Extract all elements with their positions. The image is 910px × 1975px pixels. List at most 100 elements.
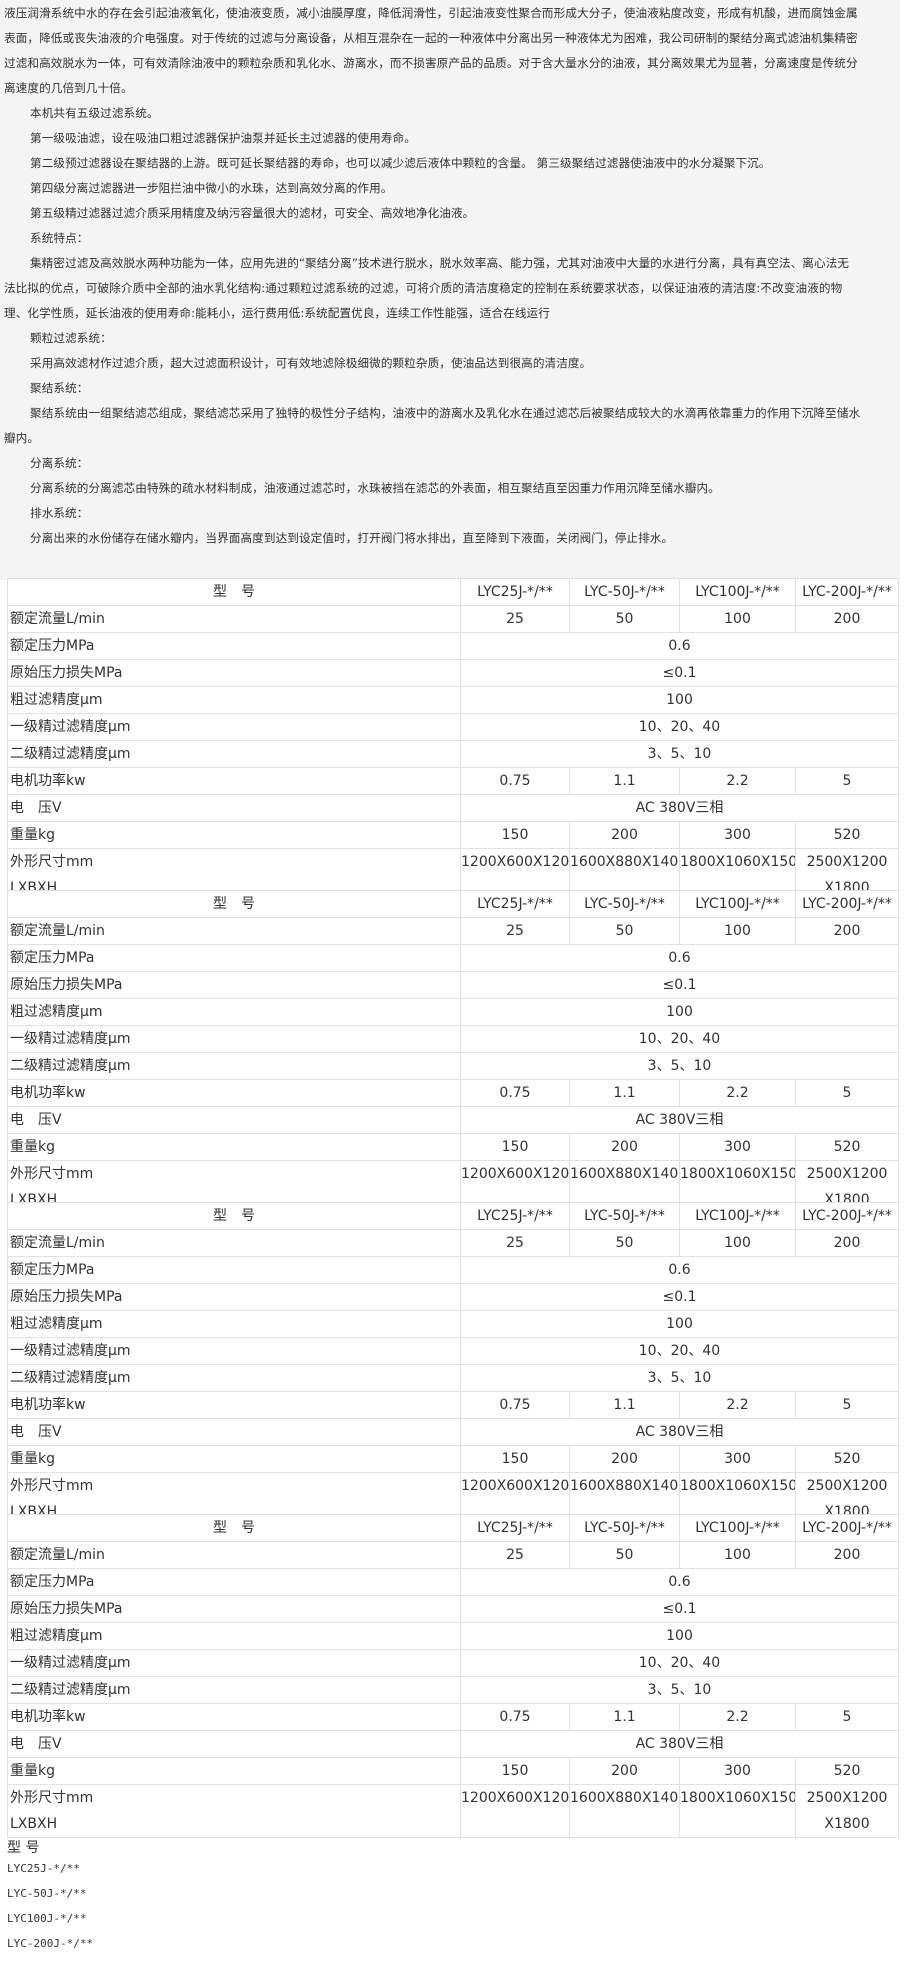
intro-line: 第二级预过滤器设在聚结器的上游。既可延长聚结器的寿命，也可以减少滤后液体中颗粒的… [30, 156, 771, 170]
model-header: LYC25J-*/** [460, 1202, 570, 1230]
spec-value: 50 [569, 1229, 680, 1257]
model-header-label: 型 号 [7, 1202, 461, 1230]
spec-value: 100 [460, 998, 899, 1026]
dimension-value: 1800X1060X1500 [679, 1784, 796, 1838]
model-header: LYC100J-*/** [679, 1202, 796, 1230]
spec-value: 0.6 [460, 632, 899, 660]
spec-value: 5 [795, 1079, 899, 1107]
spec-value: AC 380V三相 [460, 794, 899, 822]
spec-row: 一级精过滤精度μm 10、20、40 [7, 713, 899, 741]
spec-value: 0.75 [460, 767, 570, 795]
spec-row: 额定压力MPa 0.6 [7, 1256, 899, 1284]
row-label: 电机功率kw [7, 767, 461, 795]
row-label: 重量kg [7, 1133, 461, 1161]
intro-section: 液压润滑系统中水的存在会引起油液氧化，使油液变质，减小油膜厚度，降低润滑性，引起… [0, 0, 900, 580]
header-row: 型 号 LYC25J-*/** LYC-50J-*/** LYC100J-*/** LY… [7, 890, 899, 918]
model-header: LYC-200J-*/** [795, 1514, 899, 1542]
row-label: 二级精过滤精度μm [7, 1676, 461, 1704]
spec-value: 3、5、10 [460, 1052, 899, 1080]
spec-value: 0.75 [460, 1079, 570, 1107]
spec-row: 电 压V AC 380V三相 [7, 794, 899, 822]
intro-line: 分离出来的水份储存在储水瓣内，当界面高度到达到设定值时，打开阀门将水排出，直至降… [30, 531, 674, 545]
dim-label-line: 外形尺寸mm [10, 854, 94, 870]
spec-row: 原始压力损失MPa ≤0.1 [7, 1595, 899, 1623]
intro-line: 聚结系统由一组聚结滤芯组成，聚结滤芯采用了独特的极性分子结构，油液中的游离水及乳… [30, 406, 861, 420]
spec-value: 520 [795, 821, 899, 849]
intro-line: 本机共有五级过滤系统。 [30, 106, 159, 120]
spec-value: 300 [679, 1757, 796, 1785]
spec-table: 型 号 LYC25J-*/** LYC-50J-*/** LYC100J-*/** LY… [7, 578, 899, 902]
model-header: LYC-50J-*/** [569, 1202, 680, 1230]
spec-row: 重量kg 150 200 300 520 [7, 1445, 899, 1473]
dimension-value: 1600X880X1400 [569, 1784, 680, 1838]
spec-value: 100 [679, 1229, 796, 1257]
intro-line: 采用高效滤材作过滤介质，超大过滤面积设计，可有效地滤除极细微的颗粒杂质，使油品达… [30, 356, 592, 370]
spec-value: 200 [569, 821, 680, 849]
spec-value: 2.2 [679, 1703, 796, 1731]
model-header: LYC25J-*/** [460, 578, 570, 606]
row-label: 重量kg [7, 1445, 461, 1473]
row-label: 二级精过滤精度μm [7, 1052, 461, 1080]
intro-line: 法比拟的优点，可破除介质中全部的油水乳化结构:通过颗粒过滤系统的过滤，可将介质的… [4, 281, 843, 295]
spec-value: ≤0.1 [460, 1283, 899, 1311]
spec-value: 2.2 [679, 1391, 796, 1419]
spec-row: 二级精过滤精度μm 3、5、10 [7, 1052, 899, 1080]
spec-value: 0.75 [460, 1391, 570, 1419]
dim-value-line: X1800 [824, 1816, 870, 1832]
spec-value: 150 [460, 821, 570, 849]
intro-line: 第一级吸油滤，设在吸油口粗过滤器保护油泵并延长主过滤器的使用寿命。 [30, 131, 416, 145]
dimension-value: 2500X1200 X1800 [795, 1784, 899, 1838]
spec-table: 型 号 LYC25J-*/** LYC-50J-*/** LYC100J-*/** LY… [7, 1514, 899, 1838]
row-label: 粗过滤精度μm [7, 1622, 461, 1650]
model-header: LYC-50J-*/** [569, 1514, 680, 1542]
row-label: 外形尺寸mm LXBXH [7, 1784, 461, 1838]
spec-value: ≤0.1 [460, 971, 899, 999]
row-label: 电 压V [7, 794, 461, 822]
spec-row: 重量kg 150 200 300 520 [7, 1133, 899, 1161]
spec-value: 25 [460, 605, 570, 633]
spec-row: 额定流量L/min 25 50 100 200 [7, 605, 899, 633]
spec-value: 150 [460, 1757, 570, 1785]
spec-row: 粗过滤精度μm 100 [7, 1622, 899, 1650]
row-label: 额定压力MPa [7, 944, 461, 972]
spec-value: 0.75 [460, 1703, 570, 1731]
model-header-label: 型 号 [7, 890, 461, 918]
intro-line: 第五级精过滤器过滤介质采用精度及纳污容量很大的滤材，可安全、高效地净化油液。 [30, 206, 475, 220]
spec-row: 一级精过滤精度μm 10、20、40 [7, 1337, 899, 1365]
spec-value: 200 [569, 1133, 680, 1161]
spec-row: 电 压V AC 380V三相 [7, 1418, 899, 1446]
row-label: 一级精过滤精度μm [7, 713, 461, 741]
spec-value: 100 [460, 686, 899, 714]
spec-row: 粗过滤精度μm 100 [7, 686, 899, 714]
model-header: LYC100J-*/** [679, 1514, 796, 1542]
spec-row: 原始压力损失MPa ≤0.1 [7, 1283, 899, 1311]
spec-row: 粗过滤精度μm 100 [7, 1310, 899, 1338]
spec-value: 5 [795, 767, 899, 795]
spec-row: 额定压力MPa 0.6 [7, 632, 899, 660]
spec-row: 电机功率kw 0.75 1.1 2.2 5 [7, 767, 899, 795]
spec-row: 额定压力MPa 0.6 [7, 944, 899, 972]
intro-heading: 颗粒过滤系统： [30, 331, 112, 345]
row-label: 电机功率kw [7, 1703, 461, 1731]
dim-value-line: 2500X1200 [806, 1790, 888, 1806]
spec-row: 电 压V AC 380V三相 [7, 1106, 899, 1134]
row-label: 电机功率kw [7, 1391, 461, 1419]
row-label: 原始压力损失MPa [7, 971, 461, 999]
spec-value: 150 [460, 1133, 570, 1161]
footer-model: LYC100J-*/** [7, 1912, 87, 1925]
spec-row: 电机功率kw 0.75 1.1 2.2 5 [7, 1703, 899, 1731]
spec-value: 1.1 [569, 1703, 680, 1731]
intro-line: 第四级分离过滤器进一步阻拦油中微小的水珠，达到高效分离的作用。 [30, 181, 393, 195]
spec-row: 电机功率kw 0.75 1.1 2.2 5 [7, 1391, 899, 1419]
intro-line: 集精密过滤及高效脱水两种功能为一体，应用先进的“聚结分离”技术进行脱水，脱水效率… [30, 256, 850, 270]
spec-value: 10、20、40 [460, 1649, 899, 1677]
row-label: 原始压力损失MPa [7, 1595, 461, 1623]
spec-value: 25 [460, 917, 570, 945]
spec-value: 5 [795, 1703, 899, 1731]
spec-value: 50 [569, 605, 680, 633]
spec-row: 原始压力损失MPa ≤0.1 [7, 971, 899, 999]
spec-value: 100 [679, 917, 796, 945]
spec-value: 200 [569, 1445, 680, 1473]
spec-value: 520 [795, 1445, 899, 1473]
row-label: 一级精过滤精度μm [7, 1337, 461, 1365]
